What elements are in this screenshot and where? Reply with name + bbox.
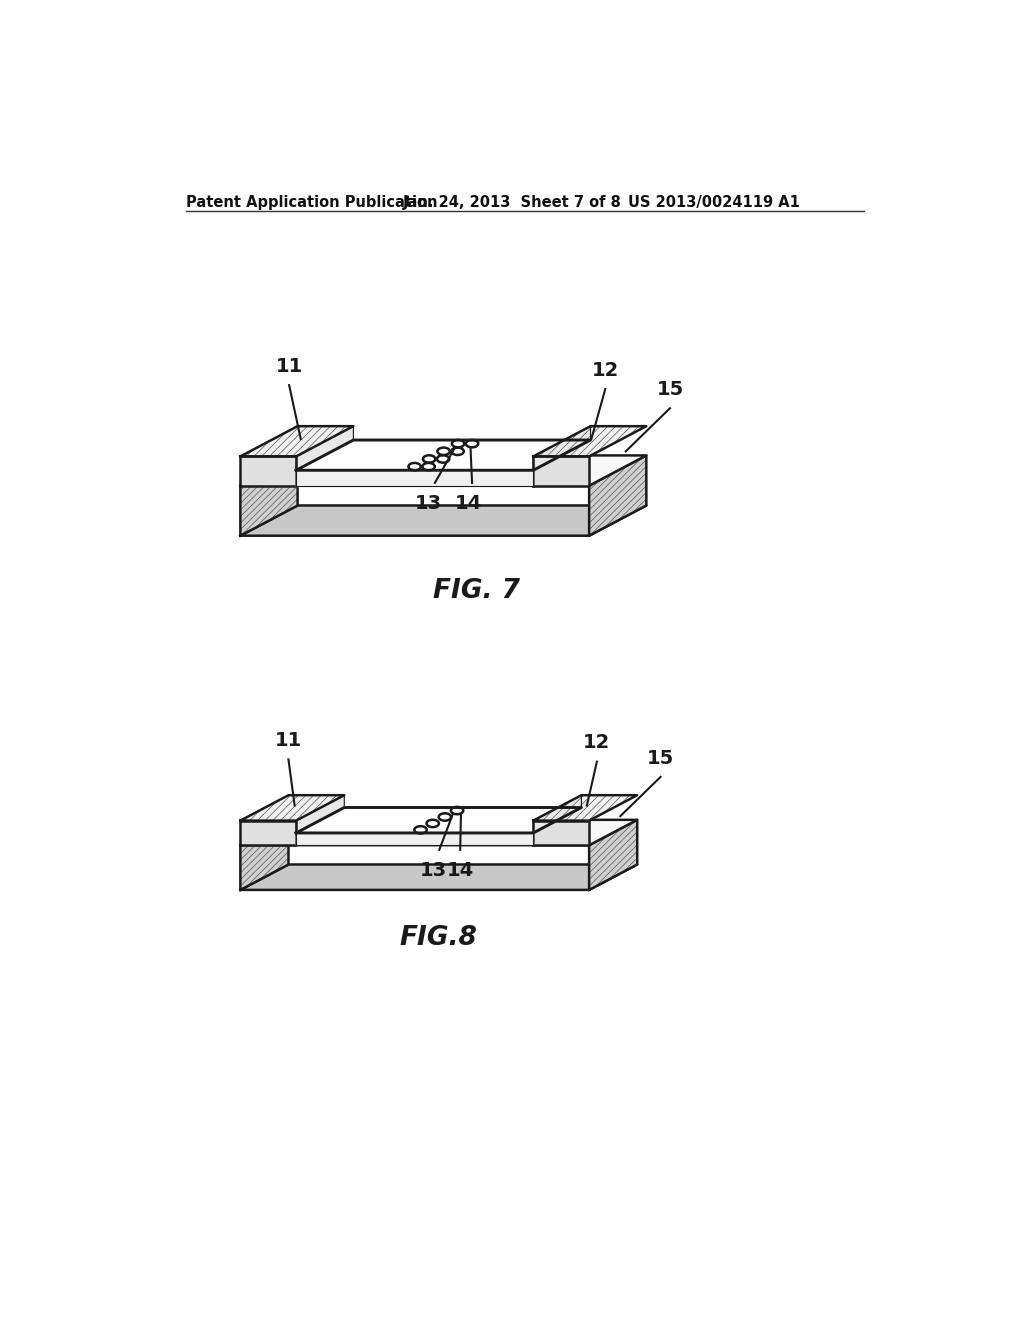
Text: Patent Application Publication: Patent Application Publication <box>186 195 437 210</box>
Text: 14: 14 <box>446 861 474 879</box>
Polygon shape <box>241 820 289 890</box>
Polygon shape <box>534 457 589 486</box>
Polygon shape <box>296 795 344 833</box>
Polygon shape <box>241 455 646 486</box>
Polygon shape <box>241 455 298 536</box>
Text: FIG. 7: FIG. 7 <box>433 578 520 605</box>
Polygon shape <box>296 440 591 470</box>
Text: 11: 11 <box>274 731 302 750</box>
Polygon shape <box>534 821 589 845</box>
Text: 12: 12 <box>584 734 610 752</box>
Text: 11: 11 <box>275 356 303 376</box>
Polygon shape <box>241 506 646 536</box>
Polygon shape <box>589 820 637 890</box>
Polygon shape <box>534 795 637 821</box>
Polygon shape <box>241 820 637 845</box>
Polygon shape <box>589 455 646 536</box>
Polygon shape <box>296 808 582 833</box>
Polygon shape <box>296 426 353 470</box>
Polygon shape <box>241 820 289 890</box>
Text: US 2013/0024119 A1: US 2013/0024119 A1 <box>628 195 800 210</box>
Polygon shape <box>296 470 534 486</box>
Text: 13: 13 <box>415 494 442 512</box>
Polygon shape <box>241 455 298 536</box>
Polygon shape <box>589 455 646 536</box>
Text: 15: 15 <box>647 748 674 768</box>
Text: 14: 14 <box>455 494 482 512</box>
Polygon shape <box>241 426 353 457</box>
Text: 13: 13 <box>420 861 446 879</box>
Text: Jan. 24, 2013  Sheet 7 of 8: Jan. 24, 2013 Sheet 7 of 8 <box>403 195 622 210</box>
Polygon shape <box>241 821 296 845</box>
Polygon shape <box>296 833 534 845</box>
Polygon shape <box>241 795 344 821</box>
Polygon shape <box>241 795 344 821</box>
Polygon shape <box>534 795 582 833</box>
Polygon shape <box>534 795 637 821</box>
Polygon shape <box>534 426 646 457</box>
Polygon shape <box>241 865 637 890</box>
Polygon shape <box>241 457 296 486</box>
Text: FIG.8: FIG.8 <box>399 924 477 950</box>
Polygon shape <box>589 820 637 890</box>
Polygon shape <box>241 426 353 457</box>
Polygon shape <box>534 426 591 470</box>
Polygon shape <box>534 426 646 457</box>
Polygon shape <box>241 457 296 486</box>
Text: 12: 12 <box>592 360 618 380</box>
Polygon shape <box>241 821 296 845</box>
Text: 15: 15 <box>656 380 684 399</box>
